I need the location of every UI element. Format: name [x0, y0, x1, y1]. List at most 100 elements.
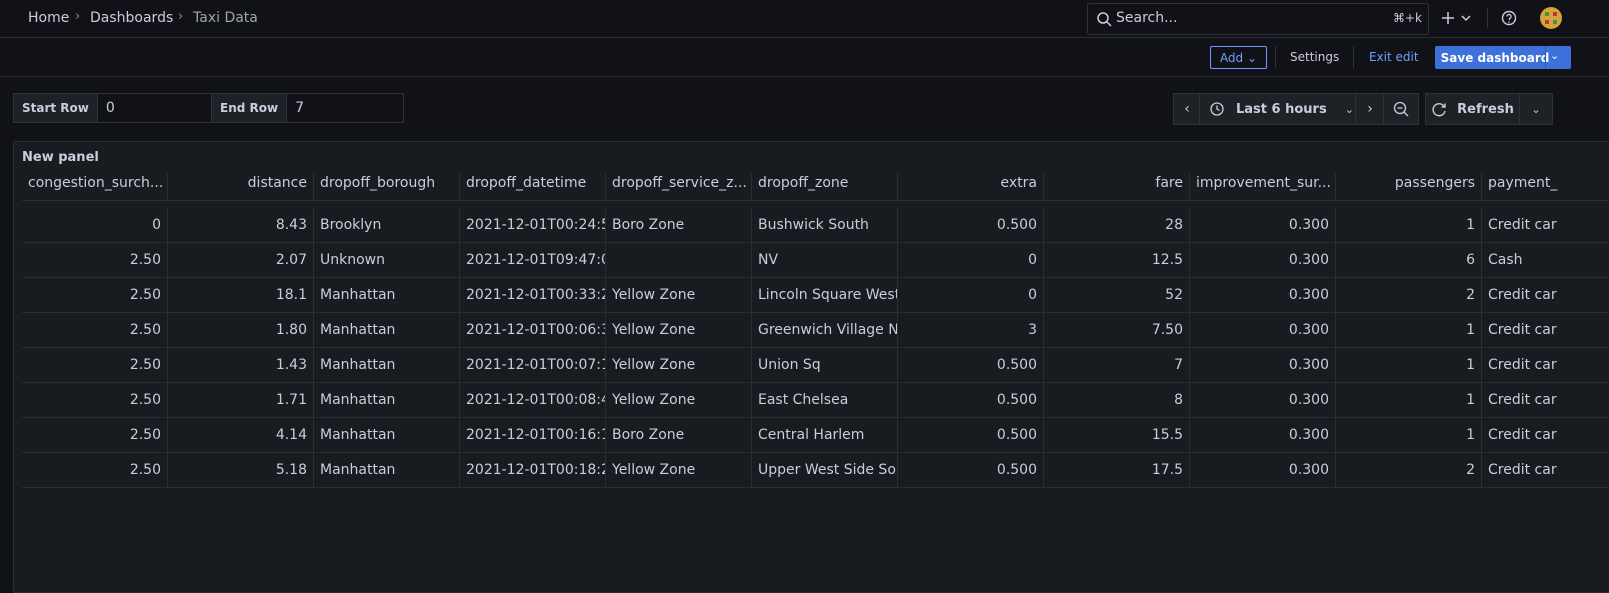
table-cell: 2.07	[168, 243, 314, 278]
table-cell: 2.50	[22, 313, 168, 348]
divider	[1275, 46, 1276, 68]
table-cell: Manhattan	[314, 278, 460, 313]
refresh-interval[interactable]: ⌄	[1519, 93, 1553, 125]
search-shortcut: ⌘+k	[1392, 11, 1422, 25]
table-cell: Yellow Zone	[606, 348, 752, 383]
column-header[interactable]: dropoff_borough	[314, 173, 460, 201]
panel: New panel congestion_surch... distance dro…	[13, 141, 1609, 593]
table-cell: 15.5	[1044, 418, 1190, 453]
variable-label: End Row	[211, 93, 288, 123]
table-cell: Manhattan	[314, 418, 460, 453]
table-cell: 6	[1336, 243, 1482, 278]
table-cell: Yellow Zone	[606, 278, 752, 313]
table-cell	[606, 243, 752, 278]
add-button[interactable]: Add ⌄	[1210, 46, 1267, 69]
column-header[interactable]: dropoff_datetime	[460, 173, 606, 201]
table-cell: 2	[1336, 278, 1482, 313]
table-cell: 2021-12-01T00:08:46	[460, 383, 606, 418]
table-cell: 0.300	[1190, 313, 1336, 348]
table-cell: 7	[1044, 348, 1190, 383]
table-cell: 0.300	[1190, 453, 1336, 488]
table-cell: 1	[1336, 348, 1482, 383]
table-cell: 1.43	[168, 348, 314, 383]
table-cell: Manhattan	[314, 348, 460, 383]
column-header[interactable]: payment_	[1482, 173, 1609, 201]
time-forward[interactable]: ›	[1355, 93, 1385, 125]
table-cell: 0.300	[1190, 348, 1336, 383]
table-cell: 3	[898, 313, 1044, 348]
help-icon[interactable]	[1501, 10, 1517, 26]
column-header[interactable]: dropoff_service_z...	[606, 173, 752, 201]
search-icon	[1097, 12, 1112, 27]
column-header[interactable]: extra	[898, 173, 1044, 201]
table-cell: 7.50	[1044, 313, 1190, 348]
refresh-button[interactable]: Refresh	[1425, 93, 1521, 125]
table-cell: 8.43	[168, 208, 314, 243]
breadcrumb-separator: ›	[75, 9, 81, 24]
edit-toolbar: Add ⌄ Settings Exit edit Save dashboard …	[0, 38, 1609, 77]
table-cell: 0.500	[898, 453, 1044, 488]
variable-input[interactable]: 7	[287, 93, 405, 123]
table-cell: Credit car	[1482, 348, 1609, 383]
table-cell: 2.50	[22, 453, 168, 488]
table-cell: 1.80	[168, 313, 314, 348]
new-menu[interactable]	[1440, 10, 1474, 26]
table-cell: Manhattan	[314, 383, 460, 418]
breadcrumb-dashboards[interactable]: Dashboards	[90, 10, 174, 26]
column-header[interactable]: distance	[168, 173, 314, 201]
column-header[interactable]: fare	[1044, 173, 1190, 201]
table-cell: Boro Zone	[606, 418, 752, 453]
table-cell: Credit car	[1482, 453, 1609, 488]
table-cell: 2021-12-01T00:33:25	[460, 278, 606, 313]
table-cell: 2.50	[22, 418, 168, 453]
table-cell: 0.300	[1190, 208, 1336, 243]
column-header[interactable]: improvement_sur...	[1190, 173, 1336, 201]
variable-start-row: Start Row 0	[13, 93, 215, 123]
table-cell: 2021-12-01T00:07:14.	[460, 348, 606, 383]
table-cell: 0.500	[898, 208, 1044, 243]
divider	[1487, 8, 1488, 28]
avatar[interactable]	[1540, 7, 1562, 29]
table-cell: 2.50	[22, 278, 168, 313]
top-bar: Home › Dashboards › Taxi Data Search... …	[0, 0, 1609, 38]
table-cell: 2021-12-01T09:47:02	[460, 243, 606, 278]
table-cell: 0.300	[1190, 243, 1336, 278]
save-label: Save dashboard	[1440, 50, 1550, 65]
table-cell: Central Harlem	[752, 418, 898, 453]
zoom-icon	[1393, 101, 1409, 117]
table-cell: 2021-12-01T00:16:19.	[460, 418, 606, 453]
column-header[interactable]: passengers	[1336, 173, 1482, 201]
breadcrumb-home[interactable]: Home	[28, 10, 70, 26]
table-cell: 2.50	[22, 348, 168, 383]
table-cell: 28	[1044, 208, 1190, 243]
table-cell: 12.5	[1044, 243, 1190, 278]
table-cell: Brooklyn	[314, 208, 460, 243]
clock-icon	[1210, 102, 1224, 116]
table-cell: 0.300	[1190, 278, 1336, 313]
table-cell: 18.1	[168, 278, 314, 313]
time-picker[interactable]: Last 6 hours ⌄	[1199, 93, 1357, 125]
table-cell: Yellow Zone	[606, 453, 752, 488]
settings-button[interactable]: Settings	[1290, 50, 1340, 64]
zoom-out[interactable]	[1383, 93, 1419, 125]
exit-edit-button[interactable]: Exit edit	[1369, 50, 1419, 64]
table-cell: 0	[22, 208, 168, 243]
refresh-icon	[1432, 102, 1446, 116]
table-cell: Upper West Side Sou	[752, 453, 898, 488]
table-cell: NV	[752, 243, 898, 278]
table-cell: 1	[1336, 418, 1482, 453]
search-placeholder: Search...	[1116, 10, 1178, 26]
table-cell: 2.50	[22, 243, 168, 278]
table-cell: 1	[1336, 208, 1482, 243]
column-header[interactable]: congestion_surch...	[22, 173, 168, 201]
table-cell: 0	[898, 243, 1044, 278]
variable-input[interactable]: 0	[97, 93, 215, 123]
column-header[interactable]: dropoff_zone	[752, 173, 898, 201]
table-cell: Credit car	[1482, 418, 1609, 453]
time-back[interactable]: ‹	[1173, 93, 1201, 125]
search-box[interactable]: Search... ⌘+k	[1087, 3, 1429, 35]
table-cell: 0	[898, 278, 1044, 313]
table: congestion_surch... distance dropoff_borou…	[22, 173, 1609, 493]
save-dropdown[interactable]: ⌄	[1550, 49, 1560, 62]
save-dashboard-button[interactable]: Save dashboard	[1435, 46, 1571, 69]
